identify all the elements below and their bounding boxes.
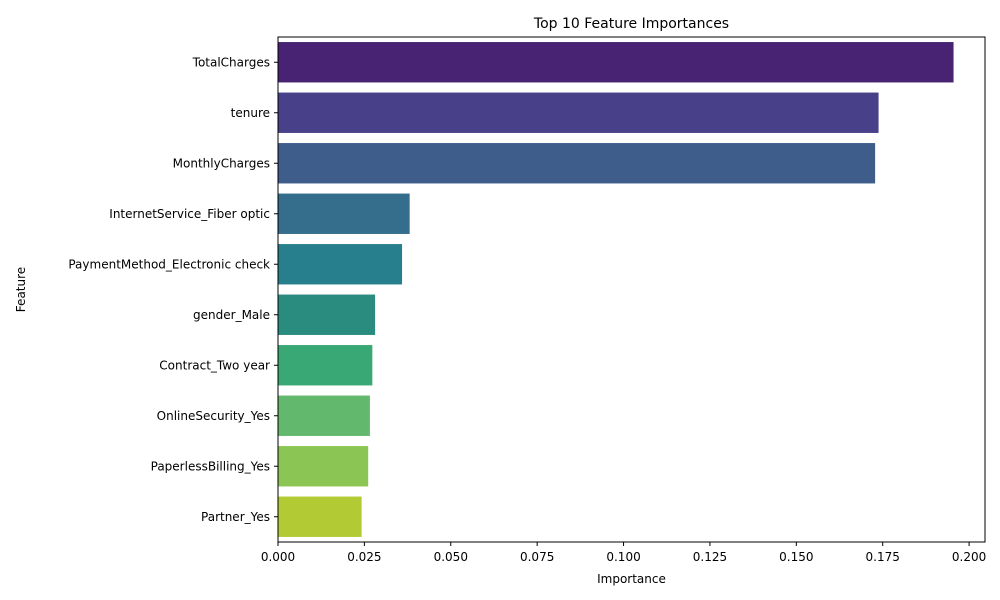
x-tick-label: 0.025 [347, 550, 381, 564]
y-axis-label: Feature [14, 267, 28, 312]
y-tick-label: TotalCharges [192, 55, 270, 69]
y-tick-label: PaymentMethod_Electronic check [68, 257, 270, 271]
bar-7 [278, 395, 370, 436]
bars-group [278, 42, 954, 537]
y-tick-label: InternetService_Fiber optic [109, 207, 270, 221]
y-tick-labels: TotalCharges tenure MonthlyCharges Internet… [68, 55, 278, 524]
y-tick-label: gender_Male [193, 308, 270, 322]
x-tick-label: 0.000 [261, 550, 295, 564]
y-tick-label: PaperlessBilling_Yes [151, 459, 270, 473]
y-tick-label: MonthlyCharges [173, 156, 270, 170]
bar-4 [278, 244, 403, 285]
x-tick-label: 0.175 [866, 550, 900, 564]
plot-area-frame [277, 36, 986, 543]
bar-1 [278, 92, 879, 133]
x-tick-label: 0.200 [952, 550, 986, 564]
x-tick-label: 0.100 [606, 550, 640, 564]
bar-9 [278, 496, 362, 537]
y-tick-label: OnlineSecurity_Yes [157, 409, 270, 423]
chart-title: Top 10 Feature Importances [533, 16, 729, 32]
x-tick-label: 0.050 [434, 550, 468, 564]
y-tick-label: tenure [231, 106, 270, 120]
bar-5 [278, 294, 376, 335]
bar-6 [278, 345, 373, 386]
x-tick-label: 0.150 [779, 550, 813, 564]
y-tick-label: Partner_Yes [201, 510, 270, 524]
bar-0 [278, 42, 954, 83]
y-tick-label: Contract_Two year [159, 358, 270, 372]
bar-3 [278, 193, 410, 234]
bar-8 [278, 446, 369, 487]
x-tick-label: 0.075 [520, 550, 554, 564]
x-ticks: 0.000 0.025 0.050 0.075 0.100 0.125 0.150 0.175… [261, 542, 986, 564]
bar-2 [278, 143, 876, 184]
x-tick-label: 0.125 [693, 550, 727, 564]
x-axis-label: Importance [597, 572, 666, 586]
